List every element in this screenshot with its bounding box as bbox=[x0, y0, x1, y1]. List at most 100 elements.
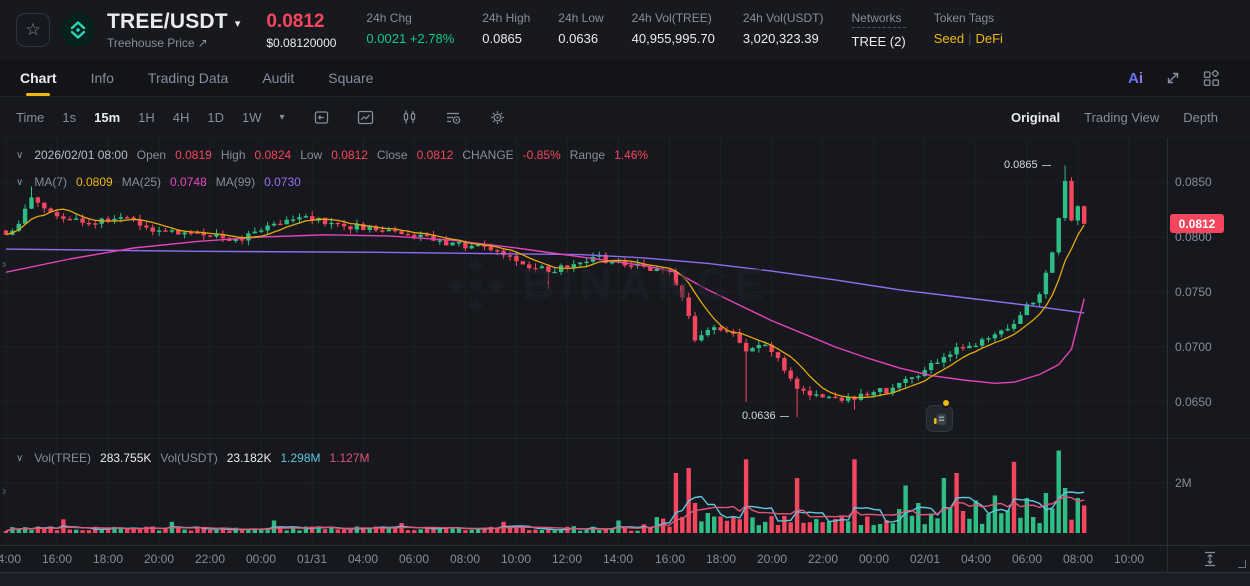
timeframe-1h[interactable]: 1H bbox=[138, 109, 155, 125]
chevron-down-icon: ▾ bbox=[234, 18, 241, 30]
treehouse-price-link[interactable]: Treehouse Price ↗ bbox=[107, 36, 240, 50]
last-price-badge: 0.0812 bbox=[1170, 214, 1224, 233]
legend-item: 0.0824 bbox=[254, 148, 292, 162]
header-stats: 24h Chg 0.0021 +2.78% 24h High 0.0865 24h Lo… bbox=[366, 11, 1002, 49]
price-pane-expand-icon[interactable]: › bbox=[2, 256, 7, 271]
time-tick-label: 14:00 bbox=[0, 552, 22, 566]
legend-item: MA(25) bbox=[121, 175, 162, 189]
time-tick-label: 12:00 bbox=[551, 552, 583, 566]
legend-item: 0.0812 bbox=[416, 148, 454, 162]
last-price: 0.0812 bbox=[266, 10, 325, 32]
timeframe-1s[interactable]: 1s bbox=[62, 109, 77, 125]
price-tick-label: 0.0650 bbox=[1175, 395, 1212, 409]
time-tick-label: 00:00 bbox=[245, 552, 277, 566]
volume-legend: ∨ Vol(TREE) 283.755K Vol(USDT) 23.182K 1.298M… bbox=[16, 451, 370, 465]
pair-selector[interactable]: TREE/USDT ▾ bbox=[107, 10, 240, 34]
chart-settings-icon[interactable] bbox=[489, 109, 506, 126]
time-tick-label: 20:00 bbox=[756, 552, 788, 566]
timeframe-4h[interactable]: 4H bbox=[172, 109, 190, 125]
ohlc-legend: ∨ 2026/02/01 08:00 Open 0.0819 High 0.0824 Low… bbox=[16, 148, 648, 162]
tag-separator: | bbox=[968, 31, 972, 46]
stat-label: 24h Chg bbox=[366, 11, 412, 25]
chart-mode-switcher: Original Trading View Depth bbox=[1011, 110, 1234, 125]
time-tick-label: 01/31 bbox=[296, 552, 328, 566]
timeframe-1w[interactable]: 1W bbox=[242, 109, 262, 125]
legend-item: High bbox=[220, 148, 246, 162]
pair-header: ☆ TREE/USDT ▾ Treehouse Price ↗ 0.0812 $… bbox=[0, 0, 1250, 60]
timeframe-15m[interactable]: 15m bbox=[94, 109, 121, 125]
legend-item: 0.0730 bbox=[264, 175, 301, 189]
axis-scale-icon[interactable] bbox=[1202, 550, 1218, 573]
tabs: Chart Info Trading Data Audit Square bbox=[20, 60, 373, 96]
legend-item: MA(99) bbox=[215, 175, 256, 189]
stat-networks: Networks TREE (2) bbox=[851, 11, 906, 49]
stat-24h-vol-tree-: 24h Vol(TREE) 40,955,995.70 bbox=[632, 11, 715, 49]
external-link-icon: ↗ bbox=[197, 36, 208, 50]
token-tag[interactable]: DeFi bbox=[975, 31, 1003, 46]
legend-item: MA(7) bbox=[34, 175, 67, 189]
stat-label: Token Tags bbox=[933, 11, 995, 25]
legend-item: 1.127M bbox=[329, 451, 370, 465]
legend-item: Range bbox=[569, 148, 606, 162]
legend-item: Vol(USDT) bbox=[160, 451, 218, 465]
tab-info[interactable]: Info bbox=[90, 70, 114, 86]
news-icon bbox=[933, 413, 946, 425]
legend-item: Open bbox=[136, 148, 167, 162]
badge-value: 0.0812 bbox=[1178, 216, 1216, 231]
price-tick-label: 0.0850 bbox=[1175, 175, 1212, 189]
indicator-settings-icon[interactable] bbox=[445, 109, 462, 126]
volume-pane-expand-icon[interactable]: › bbox=[2, 483, 7, 498]
axis-separator bbox=[1167, 138, 1168, 572]
time-tick-label: 16:00 bbox=[41, 552, 73, 566]
stat-label: 24h High bbox=[482, 11, 531, 25]
stat-token-tags: Token Tags Seed | DeFi bbox=[934, 11, 1003, 49]
candlestick-chart[interactable] bbox=[0, 138, 1250, 545]
legend-item: 23.182K bbox=[226, 451, 272, 465]
time-tick-label: 22:00 bbox=[194, 552, 226, 566]
fullscreen-icon[interactable] bbox=[1165, 70, 1181, 86]
time-tick-label: 04:00 bbox=[347, 552, 379, 566]
chart-area[interactable]: BINANCE ∨ 2026/02/01 08:00 Open 0.0819 High 0… bbox=[0, 138, 1250, 545]
legend-item: Close bbox=[376, 148, 408, 162]
more-intervals-caret-icon[interactable]: ▾ bbox=[279, 111, 285, 123]
collapse-ma-icon[interactable]: ∨ bbox=[16, 176, 24, 188]
pair-name: TREE/USDT bbox=[107, 10, 228, 33]
legend-item: 1.46% bbox=[614, 148, 649, 162]
time-tick-label: 08:00 bbox=[1062, 552, 1094, 566]
token-tag[interactable]: Seed bbox=[933, 31, 965, 46]
time-tick-label: 20:00 bbox=[143, 552, 175, 566]
chart-toolbar: Time 1s 15m 1H 4H 1D 1W ▾ Original Trading Vie… bbox=[0, 97, 1250, 138]
mode-trading-view[interactable]: Trading View bbox=[1084, 109, 1160, 125]
time-axis[interactable]: 14:00 16:00 18:00 20:00 22:00 00:00 01/31 04:00… bbox=[0, 545, 1250, 572]
tab-square[interactable]: Square bbox=[328, 70, 374, 86]
layout-grid-icon[interactable] bbox=[1203, 69, 1220, 87]
legend-item: 0.0748 bbox=[170, 175, 207, 189]
tab-audit[interactable]: Audit bbox=[262, 70, 295, 86]
timeframe-1d[interactable]: 1D bbox=[207, 109, 225, 125]
event-alert-dot bbox=[941, 398, 951, 408]
time-tick-label: 06:00 bbox=[398, 552, 430, 566]
tab-trading-data[interactable]: Trading Data bbox=[147, 70, 229, 86]
news-event-marker[interactable] bbox=[926, 405, 953, 432]
stat-value: Seed | DeFi bbox=[934, 31, 1003, 46]
time-tick-label: 02/01 bbox=[909, 552, 941, 566]
tab-chart[interactable]: Chart bbox=[20, 60, 57, 96]
favorite-button[interactable]: ☆ bbox=[16, 13, 50, 47]
ai-assistant-icon[interactable]: Ai bbox=[1128, 69, 1143, 87]
mode-original[interactable]: Original bbox=[1011, 109, 1061, 125]
tabbar: Chart Info Trading Data Audit Square Ai bbox=[0, 60, 1250, 97]
stat-label: 24h Vol(USDT) bbox=[742, 11, 824, 25]
time-tick-label: 18:00 bbox=[705, 552, 737, 566]
last-price-usd: $0.08120000 bbox=[266, 35, 337, 50]
stat-value: 40,955,995.70 bbox=[631, 31, 715, 46]
resize-corner[interactable] bbox=[1238, 560, 1246, 568]
legend-item: Low bbox=[300, 148, 323, 162]
collapse-ohlc-icon[interactable]: ∨ bbox=[16, 149, 24, 161]
compare-candles-icon[interactable] bbox=[401, 109, 418, 126]
collapse-vol-icon[interactable]: ∨ bbox=[16, 452, 24, 464]
interval-calendar-icon[interactable] bbox=[313, 109, 330, 126]
mode-depth[interactable]: Depth bbox=[1183, 109, 1218, 125]
chart-style-icon[interactable] bbox=[357, 109, 374, 126]
stat-label: Networks bbox=[851, 11, 906, 28]
